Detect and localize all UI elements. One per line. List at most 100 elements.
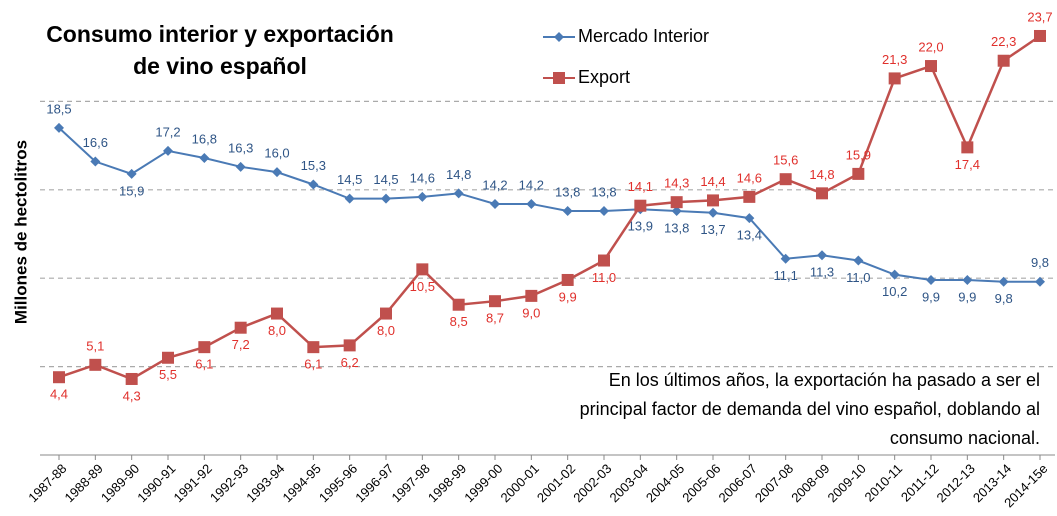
x-tick-label: 1999-00 [461, 461, 505, 505]
data-label: 11,3 [810, 265, 834, 280]
point [198, 341, 211, 354]
data-label: 13,4 [737, 228, 762, 243]
x-tick-label: 2010-11 [862, 461, 906, 505]
point [670, 196, 683, 209]
data-label: 18,5 [46, 101, 71, 116]
data-label: 16,6 [83, 135, 108, 150]
data-label: 15,9 [119, 183, 144, 198]
data-label: 6,1 [304, 357, 322, 372]
x-tick-label: 1988-89 [62, 461, 106, 505]
point [1035, 276, 1045, 287]
x-tick-label: 2004-05 [643, 461, 687, 505]
point [163, 145, 173, 156]
data-label: 14,3 [664, 176, 689, 191]
data-label: 16,0 [264, 146, 289, 161]
chart-title: Consumo interior y exportación [46, 21, 394, 47]
data-label: 13,8 [555, 184, 580, 199]
point [889, 269, 900, 280]
point [599, 206, 609, 217]
data-label: 14,4 [700, 174, 725, 189]
legend-marker [554, 32, 564, 42]
x-tick-label: 2009-10 [825, 461, 869, 505]
data-label: 17,2 [155, 124, 180, 139]
point [89, 358, 102, 371]
point [380, 307, 392, 320]
point [381, 193, 391, 204]
x-tick-label: 1989-90 [98, 461, 142, 505]
data-label: 14,2 [519, 177, 544, 192]
x-tick-label: 1997-98 [389, 461, 433, 505]
x-tick-label: 1994-95 [280, 461, 324, 505]
data-label: 5,5 [159, 367, 177, 382]
annotation: consumo nacional. [890, 428, 1040, 448]
series-line [58, 34, 1041, 381]
point [998, 276, 1009, 287]
point [707, 194, 719, 207]
x-tick-label: 2011-12 [898, 461, 942, 505]
point [308, 179, 319, 190]
data-label: 15,6 [773, 153, 798, 168]
x-tick-label: 2000-01 [498, 461, 542, 505]
legend-label: Mercado Interior [578, 26, 709, 46]
data-label: 9,9 [958, 289, 976, 304]
data-label: 15,9 [846, 147, 871, 162]
point [744, 213, 755, 224]
data-label: 13,8 [664, 220, 689, 235]
x-tick-label: 1995-96 [316, 461, 360, 505]
x-tick-label: 2006-07 [716, 461, 760, 505]
data-label: 8,5 [450, 314, 468, 329]
data-label: 13,9 [628, 219, 653, 234]
point [344, 193, 355, 204]
data-label: 15,3 [301, 158, 326, 173]
point [708, 207, 718, 218]
point [416, 263, 429, 276]
point [490, 198, 500, 209]
data-label: 7,2 [232, 337, 250, 352]
series-line [58, 127, 1040, 283]
data-label: 9,9 [922, 289, 940, 304]
data-label: 14,6 [410, 170, 435, 185]
point [453, 188, 464, 199]
data-label: 9,0 [522, 305, 540, 320]
data-label: 8,7 [486, 311, 504, 326]
data-label: 13,8 [591, 184, 616, 199]
point [525, 289, 538, 302]
point [853, 255, 864, 266]
data-label: 11,1 [773, 268, 797, 283]
x-tick-label: 1990-91 [134, 461, 178, 505]
point [126, 168, 137, 179]
point [526, 198, 537, 209]
data-label: 4,4 [50, 387, 68, 402]
x-tick-label: 1987-88 [25, 461, 69, 505]
data-label: 16,3 [228, 140, 253, 155]
data-label: 22,3 [991, 34, 1016, 49]
point [888, 72, 901, 85]
x-tick-label: 1998-99 [425, 461, 469, 505]
point [926, 274, 936, 285]
data-label: 16,8 [192, 131, 217, 146]
legend-marker [553, 72, 565, 84]
data-label: 23,7 [1027, 9, 1052, 24]
x-tick-label: 1992-93 [207, 461, 251, 505]
data-label: 11,0 [592, 270, 616, 285]
point [997, 54, 1010, 67]
data-label: 14,2 [482, 177, 507, 192]
point [561, 273, 574, 286]
data-label: 14,1 [628, 179, 653, 194]
chart-title: de vino español [133, 53, 307, 79]
data-label: 9,8 [1031, 255, 1049, 270]
point [1034, 29, 1046, 42]
data-label: 9,8 [995, 291, 1013, 306]
data-label: 9,9 [559, 289, 577, 304]
annotation: En los últimos años, la exportación ha p… [609, 370, 1040, 390]
data-label: 11,0 [846, 270, 870, 285]
x-tick-label: 2007-08 [752, 461, 796, 505]
point [271, 307, 283, 320]
x-tick-label: 2001-02 [534, 461, 578, 505]
point [852, 167, 865, 180]
point [816, 187, 828, 200]
point [779, 173, 792, 186]
point [817, 250, 827, 261]
legend-label: Export [578, 67, 630, 87]
